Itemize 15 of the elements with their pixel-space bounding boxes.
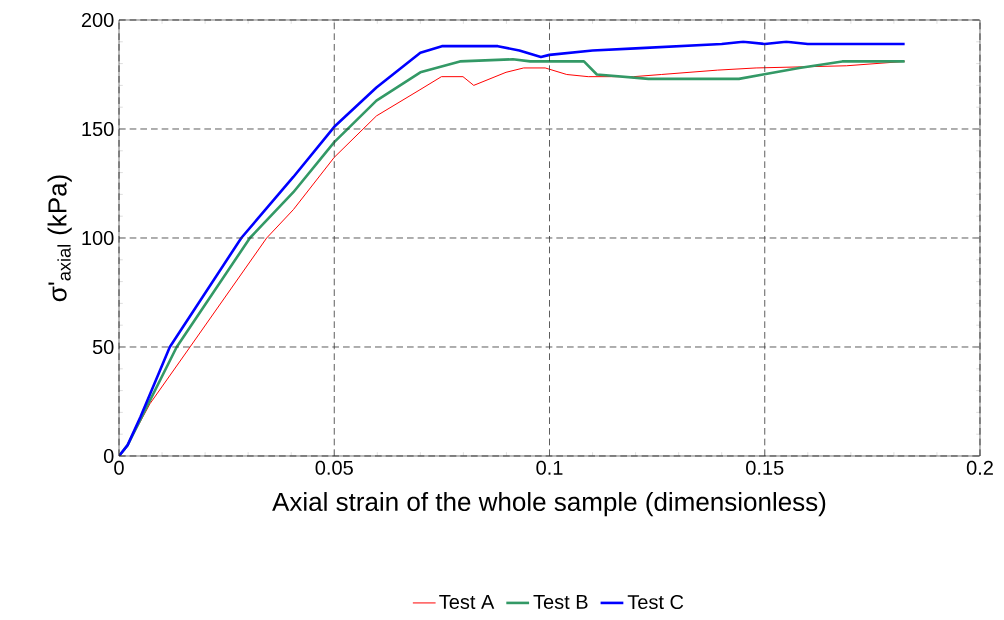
legend-label: Test B <box>533 595 588 609</box>
x-tick-label: 0 <box>114 460 124 475</box>
y-tick-label: 0 <box>103 448 114 464</box>
legend-label: Test C <box>627 594 684 610</box>
legend-label: Test A <box>439 595 495 609</box>
x-tick-label: 0.15 <box>746 460 784 475</box>
y-tick-label: 200 <box>81 12 114 28</box>
x-tick-label: 0.05 <box>315 460 353 475</box>
y-tick-label: 50 <box>92 339 114 355</box>
x-tick-label: 0.1 <box>536 460 563 475</box>
x-tick-label: 0.2 <box>966 460 993 475</box>
y-tick-label: 150 <box>82 121 114 137</box>
y-tick-label: 100 <box>82 230 114 246</box>
y-axis-title: σ'$_{axial}$ (kPa) <box>47 175 72 302</box>
x-axis-title: Axial strain of the whole sample (dimensionless) <box>272 492 826 517</box>
